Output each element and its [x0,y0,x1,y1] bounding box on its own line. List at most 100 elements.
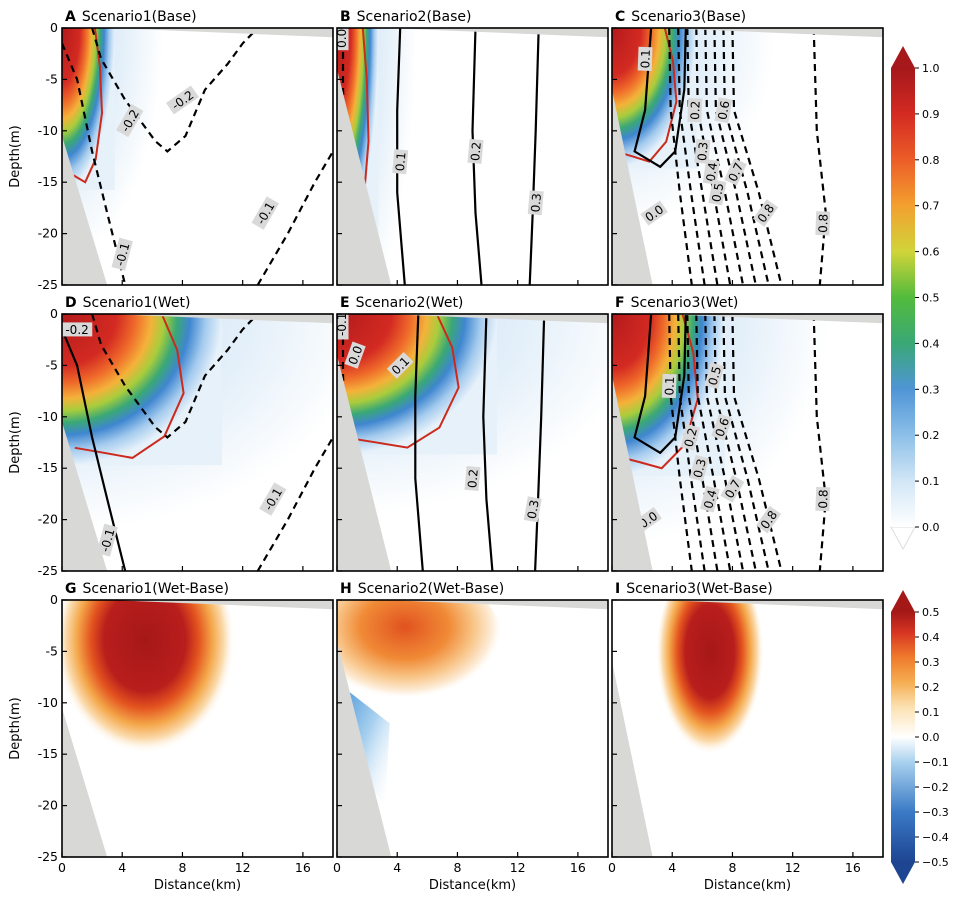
colorbar-tick-label: 0.5 [922,606,940,619]
colorbar-tick-label: −0.2 [922,781,949,794]
contour-a [62,42,127,285]
panel-E: -0.10.0 0.10.20.3E Scenario2(Wet) [336,295,609,572]
panel-name: Scenario3(Wet) [631,295,739,311]
colorbar-tick-label: 0.2 [922,681,940,694]
colorbar-extend-bottom [891,862,915,884]
contour-a [62,328,127,571]
x-tick-label: 0 [58,860,66,875]
colorbar-tick-label: −0.5 [922,856,949,869]
panel-B: 0.0 0.1 0.2 0.3 B Scenario2(Base) [336,9,609,286]
colorbars: 1.00.90.80.70.60.50.40.30.20.10.0Dye con… [890,46,949,884]
contour-label-3-text: 0.2 [465,468,481,488]
x-tick-label: 12 [510,860,526,875]
y-tick-label: -10 [38,695,58,710]
panel-frame [611,599,884,858]
contour-label-2-text: 0.2 [468,141,484,161]
x-tick-label: 12 [785,860,801,875]
plume-core [62,314,222,466]
panel-title: H Scenario2(Wet-Base) [340,581,504,597]
plume-edge [65,28,104,184]
positive-anomaly [62,600,236,765]
x-tick-label: 8 [728,860,736,875]
contour-label-1-text: 0.0 [346,344,366,367]
contour-label-4-text: 0.5 [706,365,724,387]
x-axis-label: Distance(km) [154,878,241,893]
colorbar-1: 1.00.90.80.70.60.50.40.30.20.10.0Dye con… [890,46,940,551]
x-tick-label: 16 [845,860,861,875]
panel-title: I Scenario3(Wet-Base) [615,581,773,597]
colorbar-tick-label: 0.8 [922,154,940,167]
colorbar-extend-top [891,46,915,68]
contour-label-3: 0.4 [700,485,720,513]
y-tick-label: -5 [46,71,58,86]
colorbar-body [891,612,915,862]
panel-letter: H [340,581,352,597]
contour-label-8: 0.8 [815,211,831,236]
colorbar-tick-label: 0.4 [922,631,940,644]
panel-letter: I [615,581,620,597]
surface-strip [110,600,333,610]
panel-frame [336,27,609,286]
panel-title: E Scenario2(Wet) [340,295,463,311]
panel-G: G Scenario1(Wet-Base)0-5-10-15-20-250 4 8 12… [8,581,334,893]
contour-c [256,436,333,571]
contour-3 [695,314,732,571]
land-slope [62,135,108,285]
contour-label-3-text: 0.3 [528,193,544,213]
positive-anomaly [655,600,765,765]
colorbar-tick-label: 0.0 [922,521,940,534]
contour-label-0-text: -0.2 [65,323,88,337]
contour-label-0-text: 0.1 [662,376,677,396]
y-tick-label: -15 [38,460,58,475]
panel-letter: E [340,295,350,311]
contour-c [471,28,483,285]
land-slope [337,69,392,285]
panel-grid: -0.2-0.2-0.1-0.1A Scenario1(Base)0-5-10-1… [8,9,884,893]
colorbar-extend-top [891,590,915,612]
x-tick-label: 8 [453,860,461,875]
contour-label-8: 0.8 [815,486,831,512]
contour-label-3-text: 0.4 [701,488,719,510]
contour-label-0: 0.0 [337,28,349,51]
contour-5 [713,28,757,285]
colorbar-tick-label: 0.7 [922,200,940,213]
panel-letter: D [65,295,77,311]
colorbar-tick-label: 0.6 [922,246,940,259]
x-axis-label: Distance(km) [704,878,791,893]
colorbar-tick-label: 0.4 [922,337,940,350]
contour-a [341,28,351,214]
land-slope [337,641,392,857]
panel-name: Scenario2(Base) [357,9,472,25]
contour-b [91,28,259,153]
land-slope [62,421,108,571]
contour-label-0: -0.1 [337,314,349,340]
contour-b [91,314,259,439]
surface-strip [660,314,883,324]
contour-label-1-text: 0.1 [393,152,409,172]
y-axis-label: Depth(m) [8,697,23,759]
contour-far [812,28,827,285]
y-axis-label: Depth(m) [8,411,23,473]
contour-d [534,314,546,571]
colorbar-tick-label: 0.2 [922,429,940,442]
panel-name: Scenario1(Wet-Base) [83,581,229,597]
contour-label-0: 0.1 [661,373,677,399]
panel-letter: F [615,295,625,311]
contour-label-5-text: 0.6 [713,416,733,439]
panel-frame [336,313,609,572]
panel-name: Scenario1(Base) [82,9,197,25]
surface-strip [385,28,608,38]
panel-C: 0.10.20.30.40.50.60.70.8 0.80.0C Scenario3… [611,9,884,286]
panel-letter: C [615,9,625,25]
surface-strip [385,600,608,610]
panel-name: Scenario3(Wet-Base) [626,581,772,597]
panel-letter: A [65,9,76,25]
contour-far [812,314,827,571]
land-slope [612,661,653,857]
surface-strip [660,600,883,610]
contour-label-1: 0.0 [344,341,366,369]
contour-label-0-text: 0.1 [638,49,653,69]
colorbar-tick-label: 0.9 [922,108,940,121]
x-tick-label: 16 [295,860,311,875]
land-slope [612,375,653,571]
